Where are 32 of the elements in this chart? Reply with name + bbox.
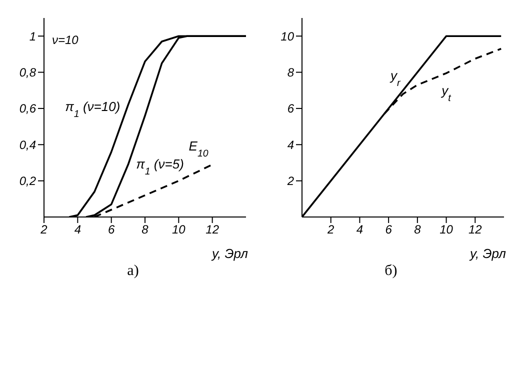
y-tick-label: 2: [286, 174, 294, 188]
y-tick-label: 6: [287, 102, 294, 116]
y-tick-label: 8: [287, 66, 294, 80]
y-tick-label: 0,8: [19, 66, 36, 80]
annotation: ν=10: [52, 33, 79, 47]
x-tick-label: 8: [414, 222, 422, 237]
x-tick-label: 2: [326, 222, 335, 237]
x-tick-label: 12: [468, 222, 482, 237]
x-tick-label: 10: [172, 222, 186, 237]
x-tick-label: 4: [356, 222, 364, 237]
x-tick-label: 4: [74, 222, 82, 237]
y-tick-label: 0,2: [19, 174, 36, 188]
series-label: y$_{r}$: [390, 68, 402, 89]
series-label: y$_{t}$: [440, 83, 452, 104]
y-tick-label: 4: [287, 138, 294, 152]
x-tick-label: 12: [206, 222, 220, 237]
x-axis-title: y, Эрл: [210, 246, 249, 261]
series-label: π$_{1}$ (ν=10): [65, 98, 120, 120]
x-tick-label: 6: [385, 222, 392, 237]
x-axis-title: y, Эрл: [468, 246, 507, 261]
x-tick-label: 2: [40, 222, 48, 237]
x-tick-label: 6: [108, 222, 115, 237]
y-tick-label: 0,6: [19, 102, 36, 116]
text: а): [126, 263, 140, 280]
y-tick-label: 10: [280, 29, 294, 44]
y-tick-label: 1: [29, 29, 36, 44]
text: б): [384, 263, 398, 280]
x-tick-label: 10: [440, 222, 454, 237]
x-tick-label: 8: [142, 222, 149, 237]
series-label: E$_{10}$: [188, 138, 209, 160]
y-tick-label: 0,4: [19, 138, 36, 152]
series-label: π$_{1}$ (ν=5): [136, 156, 184, 178]
